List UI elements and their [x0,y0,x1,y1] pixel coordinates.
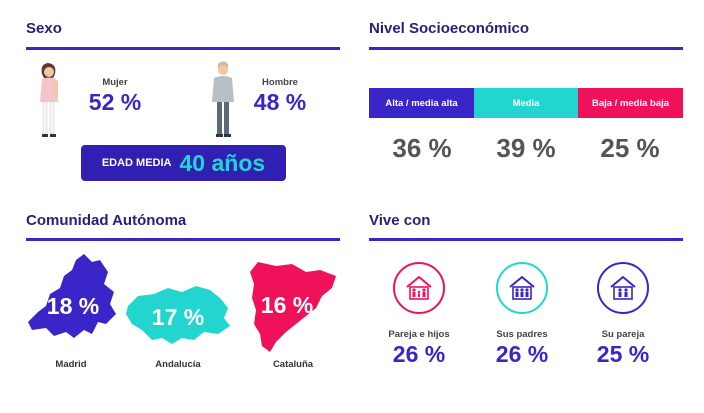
andalucia-label: Andalucía [155,359,201,370]
hombre-label: Hombre [262,77,298,88]
house-couple-icon [610,275,636,300]
sus-padres-circle [496,262,548,314]
edad-media-value: 40 años [179,149,266,176]
sexo-rule [26,47,340,50]
su-pareja-label: Su pareja [601,329,645,340]
man-figure-icon [212,61,234,137]
house-parents-icon [509,275,535,300]
pareja-hijos-label: Pareja e hijos [388,329,450,340]
woman-figure-icon [40,63,58,137]
nivel-segment-alta: Alta / media alta [369,88,474,118]
nivel-segment-label: Media [512,97,540,109]
nivel-title: Nivel Socioeconómico [369,20,530,37]
madrid-label: Madrid [55,359,87,370]
nivel-rule [369,47,683,50]
mujer-label: Mujer [102,77,128,88]
sexo-title: Sexo [26,20,62,37]
su-pareja-circle [597,262,649,314]
house-family-icon [406,275,432,300]
nivel-segment-baja: Baja / media baja [578,88,683,118]
pareja-hijos-pct: 26 % [392,341,446,367]
nivel-segment-label: Baja / media baja [591,97,670,109]
comunidad-rule [26,238,340,241]
andalucia-pct: 17 % [151,304,205,330]
sus-padres-pct: 26 % [495,341,549,367]
madrid-map-icon [28,254,116,338]
nivel-segment-media: Media [474,88,578,118]
nivel-pct-alta: 36 % [392,133,452,163]
andalucia-map-icon [126,286,230,344]
nivel-pct-media: 39 % [496,133,556,163]
su-pareja-pct: 25 % [596,341,650,367]
hombre-pct: 48 % [253,89,307,115]
edad-media-box: EDAD MEDIA 40 años [81,145,286,181]
sus-padres-label: Sus padres [496,329,548,340]
comunidad-title: Comunidad Autónoma [26,212,187,229]
nivel-segment-label: Alta / media alta [385,97,458,109]
nivel-pct-baja: 25 % [600,133,660,163]
cataluna-label: Cataluña [272,359,314,370]
vive-rule [369,238,683,241]
pareja-hijos-circle [393,262,445,314]
edad-media-label: EDAD MEDIA [101,157,172,169]
cataluna-map-icon [250,262,336,352]
madrid-pct: 18 % [46,293,100,319]
cataluna-pct: 16 % [260,292,314,318]
vive-title: Vive con [369,212,431,229]
mujer-pct: 52 % [88,89,142,115]
